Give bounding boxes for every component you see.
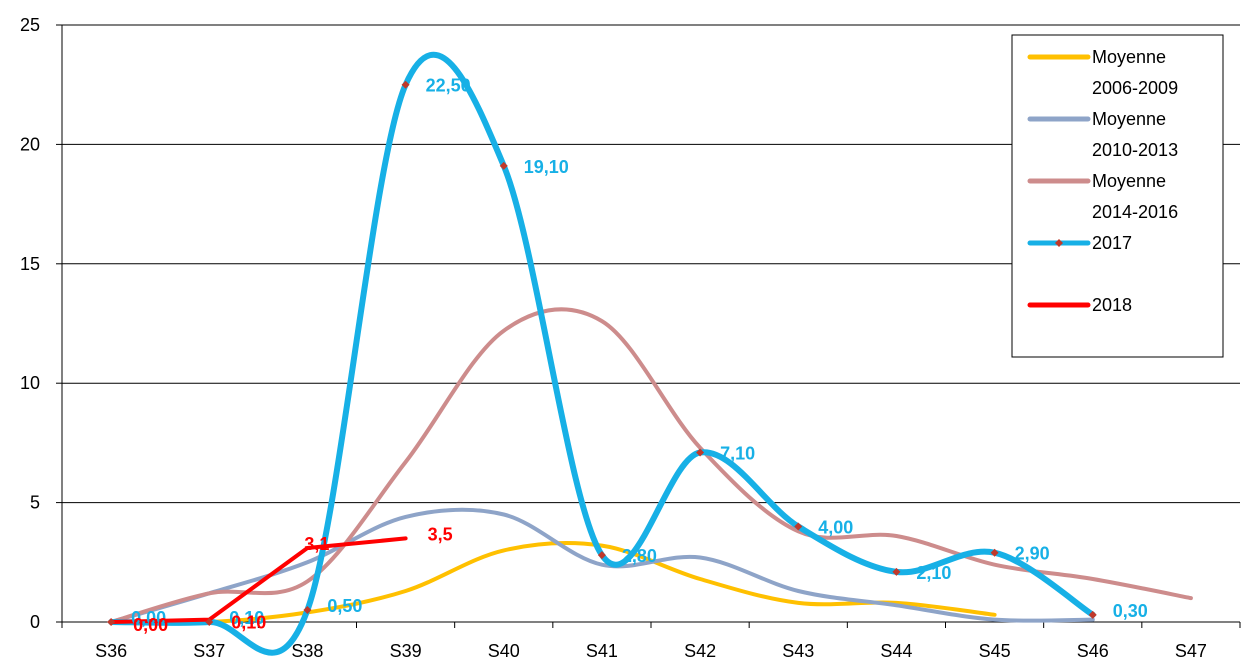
- x-tick-label: S36: [95, 641, 127, 661]
- y-tick-label: 0: [30, 612, 40, 632]
- x-tick-label: S44: [880, 641, 912, 661]
- x-tick-label: S39: [390, 641, 422, 661]
- data-point-marker: [107, 618, 116, 626]
- legend-label: 2018: [1092, 295, 1132, 315]
- x-axis-tick-labels: S36 S37 S38 S39 S40 S41 S42 S43 S44 S45 S46 S47: [95, 641, 1207, 661]
- data-point-marker: [499, 161, 508, 170]
- x-tick-label: S45: [979, 641, 1011, 661]
- y-tick-label: 25: [20, 15, 40, 35]
- legend-label: Moyenne: [1092, 47, 1166, 67]
- data-point-marker: [401, 80, 410, 89]
- legend-label: Moyenne: [1092, 171, 1166, 191]
- x-tick-label: S41: [586, 641, 618, 661]
- legend-label: 2014-2016: [1092, 202, 1178, 222]
- x-tick-label: S42: [684, 641, 716, 661]
- y-tick-label: 20: [20, 134, 40, 154]
- data-label: 3,1: [304, 534, 329, 554]
- x-tick-label: S43: [782, 641, 814, 661]
- x-tick-label: S46: [1077, 641, 1109, 661]
- y-tick-label: 5: [30, 493, 40, 513]
- legend-label: 2010-2013: [1092, 140, 1178, 160]
- data-label: 2,90: [1015, 544, 1050, 564]
- y-axis-tick-labels: 0 5 10 15 20 25: [20, 15, 40, 632]
- legend-label: 2006-2009: [1092, 78, 1178, 98]
- data-labels: 0,00 0,10 0,50 22,50 19,10 2,80 7,10 4,00 2,10 2,…: [131, 76, 1148, 635]
- data-point-marker: [205, 618, 214, 626]
- data-point-marker: [794, 522, 803, 531]
- data-point-marker: [303, 606, 312, 615]
- series-markers: [107, 80, 1097, 626]
- x-tick-label: S47: [1175, 641, 1207, 661]
- series-line-1: [109, 541, 997, 625]
- data-point-marker: [990, 548, 999, 557]
- data-point-marker: [597, 551, 606, 560]
- x-tick-label: S38: [291, 641, 323, 661]
- series-line-3: [109, 307, 1193, 624]
- data-label: 2,80: [622, 546, 657, 566]
- data-label: 2,10: [916, 563, 951, 583]
- legend-marker: [1055, 239, 1063, 247]
- series-line-5: [109, 536, 408, 624]
- y-tick-label: 10: [20, 373, 40, 393]
- data-point-marker: [892, 567, 901, 576]
- data-label: 19,10: [524, 157, 569, 177]
- x-tick-label: S40: [488, 641, 520, 661]
- x-tick-label: S37: [193, 641, 225, 661]
- data-label: 0,00: [131, 608, 166, 628]
- data-label: 22,50: [426, 76, 471, 96]
- series-lines: [108, 51, 1193, 656]
- legend-label: 2017: [1092, 233, 1132, 253]
- data-label: 7,10: [720, 443, 755, 463]
- data-label: 0,10: [231, 613, 266, 633]
- data-label: 4,00: [818, 517, 853, 537]
- data-label: 0,30: [1113, 601, 1148, 621]
- data-point-marker: [696, 448, 705, 457]
- data-label: 0,00: [133, 615, 168, 635]
- y-tick-label: 15: [20, 254, 40, 274]
- data-label: 0,10: [229, 608, 264, 628]
- series-line-4: [108, 51, 1096, 656]
- legend: Moyenne 2006-2009 Moyenne 2010-2013 Moyenne 2…: [1011, 34, 1224, 358]
- data-point-marker: [1088, 610, 1097, 619]
- legend-label: Moyenne: [1092, 109, 1166, 129]
- data-label: 0,50: [327, 596, 362, 616]
- data-label: 3,5: [428, 524, 453, 544]
